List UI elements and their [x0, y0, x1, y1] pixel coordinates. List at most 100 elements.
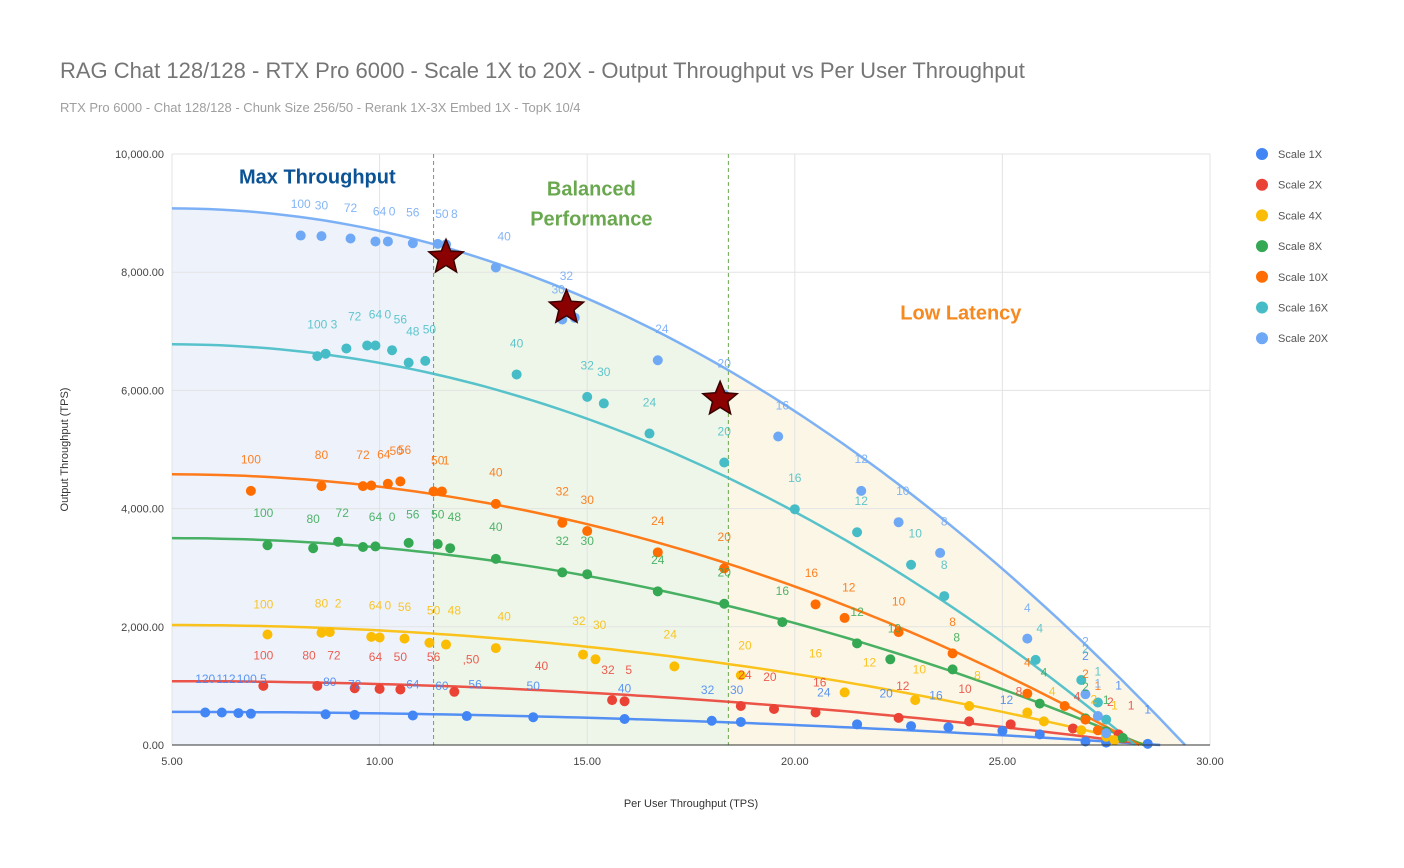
data-point [1080, 736, 1091, 747]
data-label: 10 [913, 662, 927, 676]
y-tick-label: 10,000.00 [115, 149, 164, 161]
data-label: 12 [850, 605, 864, 619]
trend-line-1 [172, 679, 1153, 747]
data-point [262, 629, 273, 640]
data-label: 8 [941, 558, 948, 572]
data-label: 32 [556, 534, 570, 548]
data-point [578, 649, 589, 660]
data-point [852, 527, 863, 538]
data-point [964, 700, 975, 711]
data-point [395, 684, 406, 695]
data-label: 32 [572, 614, 586, 628]
data-label: 24 [651, 553, 665, 567]
data-label: 20 [879, 687, 893, 701]
data-label: 12 [855, 494, 869, 508]
data-label: 0 [389, 510, 396, 524]
data-label: 72 [327, 648, 341, 662]
data-point [619, 713, 630, 724]
data-label: 12 [855, 452, 869, 466]
data-label: 0 [389, 204, 396, 218]
data-label: 50 [431, 508, 445, 522]
data-point [403, 537, 414, 548]
data-label: 1 [1115, 678, 1122, 692]
data-point [341, 343, 352, 354]
data-label: 64 [406, 677, 420, 691]
trend-line-0 [172, 710, 1161, 747]
data-point [432, 539, 443, 550]
data-label: 4 [1074, 690, 1081, 704]
data-point [939, 591, 950, 602]
data-point [295, 230, 306, 241]
axes-layer: 5.00 10.00 15.00 20.00 25.00 30.00 0.00 2,000.0… [59, 149, 1224, 810]
data-point [403, 357, 414, 368]
data-label: 3 [331, 317, 338, 331]
data-label: 20 [718, 530, 732, 544]
data-label: 50 [431, 453, 445, 467]
data-point [1034, 698, 1045, 709]
data-label: 56 [406, 206, 420, 220]
data-point [490, 262, 501, 273]
trend-line-2 [172, 623, 1148, 747]
data-point [893, 627, 904, 638]
data-point [735, 670, 746, 681]
data-point [320, 709, 331, 720]
data-point [644, 428, 655, 439]
data-label: 24 [817, 686, 831, 700]
data-point [324, 627, 335, 638]
data-point [582, 526, 593, 537]
data-point [719, 598, 730, 609]
data-label: 56 [406, 508, 420, 522]
data-label: 8 [953, 631, 960, 645]
data-point [1080, 714, 1091, 725]
data-point [906, 721, 917, 732]
data-point [997, 725, 1008, 736]
data-label: 30 [551, 282, 565, 296]
data-point [528, 712, 539, 723]
data-label: 120 [195, 672, 215, 686]
data-point [1092, 725, 1103, 736]
data-label: 12 [842, 580, 856, 594]
star-marker [700, 379, 740, 416]
data-label: 64 [377, 447, 391, 461]
data-point [935, 547, 946, 558]
x-tick-label: 15.00 [573, 756, 601, 768]
data-point [262, 540, 273, 551]
data-label: 5 [625, 663, 632, 677]
data-label: 64 [369, 650, 383, 664]
data-label: 1 [1095, 664, 1102, 678]
data-label: 48 [448, 603, 462, 617]
y-tick-label: 2,000.00 [121, 622, 164, 634]
data-label: 56 [468, 677, 482, 691]
legend-entry: Scale 2X [1278, 180, 1323, 192]
data-point [810, 599, 821, 610]
data-label: 5 [260, 672, 267, 686]
data-label: 2 [1082, 680, 1089, 694]
data-label: 56 [427, 650, 441, 664]
data-point [407, 710, 418, 721]
points-layer [200, 230, 1153, 749]
data-point [652, 355, 663, 366]
data-label: 12 [896, 679, 910, 693]
data-point [511, 369, 522, 380]
data-label: 80 [315, 448, 329, 462]
data-point [590, 654, 601, 665]
x-tick-label: 20.00 [781, 756, 809, 768]
data-point [1117, 732, 1128, 743]
data-point [719, 457, 730, 468]
data-point [619, 696, 630, 707]
data-point [345, 233, 356, 244]
data-label: 32 [560, 269, 574, 283]
data-label: 1 [1095, 677, 1102, 691]
data-point [245, 485, 256, 496]
data-point [382, 236, 393, 247]
data-point [652, 547, 663, 558]
legend-entry: Scale 16X [1278, 303, 1329, 315]
data-point [1005, 719, 1016, 730]
data-label: 4 [1024, 601, 1031, 615]
data-label: 32 [581, 359, 595, 373]
data-label: 30 [730, 683, 744, 697]
data-point [200, 707, 211, 718]
trend-line-4 [171, 473, 1141, 747]
data-label: 100 [253, 597, 273, 611]
trend-lines-layer [171, 207, 1187, 747]
